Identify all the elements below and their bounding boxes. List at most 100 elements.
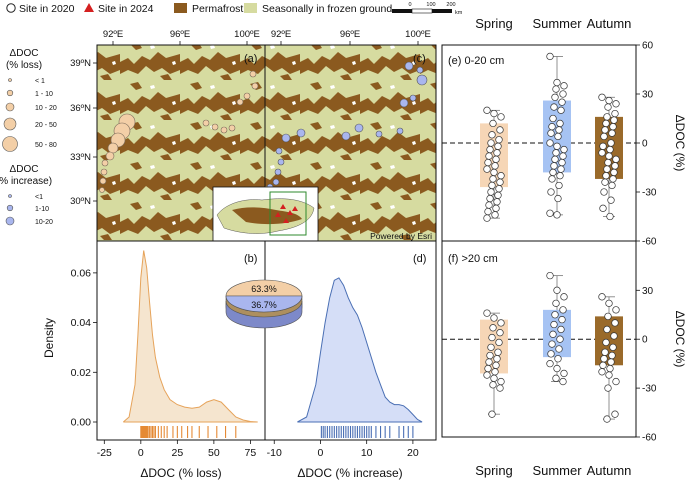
data-point <box>609 343 617 352</box>
data-point <box>559 152 567 160</box>
data-point <box>546 209 554 217</box>
density-d-x-tick-label: 0 <box>318 447 324 459</box>
data-point <box>485 201 493 209</box>
data-point <box>608 129 616 137</box>
scale-tick-0: 0 <box>408 2 411 8</box>
density-xlabel-b: ΔDOC (% loss) <box>140 466 221 480</box>
data-point <box>554 355 562 363</box>
site-marker <box>416 74 428 86</box>
data-point <box>496 329 504 337</box>
data-point <box>491 162 499 170</box>
box-y-tick-label: -30 <box>642 188 657 199</box>
data-point <box>557 165 565 173</box>
data-point <box>497 172 505 180</box>
panel-label-c: (c) <box>413 53 426 65</box>
data-point <box>598 93 606 101</box>
data-point <box>553 286 561 294</box>
data-point <box>552 85 560 93</box>
site-marker <box>354 123 364 133</box>
data-point <box>488 333 496 342</box>
site-marker <box>220 126 228 134</box>
data-point <box>548 175 556 183</box>
box-e-ylabel: ΔDOC (%) <box>673 115 685 172</box>
data-point <box>546 360 554 368</box>
data-point <box>605 152 613 160</box>
data-point <box>494 191 502 199</box>
data-point <box>491 368 499 376</box>
density-b-x-tick-label: 50 <box>208 447 220 459</box>
loss-item-1: < 1 <box>35 78 45 85</box>
scale-tick-100: 100 <box>426 2 435 8</box>
data-point <box>600 132 608 141</box>
lon-tick-100-c: 100ºE <box>405 29 431 40</box>
data-point <box>555 181 563 190</box>
data-point <box>599 142 607 150</box>
density-panels: -25 0 25 50 75 -10 0 10 20 0.00 0.02 0.04 0.06 Densi… <box>42 240 437 480</box>
lat-tick-33: 33ºN <box>70 152 91 163</box>
data-point <box>496 126 504 134</box>
data-point <box>550 320 558 329</box>
box-f-ylabel: ΔDOC (%) <box>673 311 685 368</box>
data-point <box>549 330 557 338</box>
data-point <box>601 348 609 356</box>
site-marker <box>396 127 404 135</box>
density-y-tick-label: 0.00 <box>71 417 92 429</box>
permafrost-label: Permafrost <box>192 3 243 15</box>
box-y-tick-label: -30 <box>642 384 657 395</box>
data-point <box>600 188 608 196</box>
data-point <box>552 149 560 157</box>
pie-side-increase <box>225 300 303 329</box>
data-point <box>558 315 566 324</box>
data-point <box>559 377 567 386</box>
loss-item-5: 50 - 80 <box>35 142 57 149</box>
data-point <box>487 188 495 196</box>
site-marker <box>100 168 108 176</box>
boxplot-f: -60 -30 0 30 <box>442 271 657 444</box>
data-point <box>598 368 606 376</box>
panel-label-b: (b) <box>244 253 257 265</box>
data-point <box>487 139 495 147</box>
site-marker <box>275 147 283 155</box>
density-axes: -25 0 25 50 75 -10 0 10 20 0.00 0.02 0.04 0.06 <box>71 267 419 459</box>
data-point <box>605 299 613 307</box>
scale-tick-200: 200 <box>446 2 455 8</box>
site-2024-label: Site in 2024 <box>98 3 154 15</box>
data-point <box>607 196 615 204</box>
data-point <box>599 204 607 212</box>
data-point <box>556 335 564 343</box>
rug-increase <box>320 426 414 438</box>
inc-size-3 <box>5 216 15 226</box>
data-point <box>495 185 503 193</box>
data-point <box>488 131 496 139</box>
lon-tick-92-c: 92ºE <box>271 29 291 40</box>
data-point <box>555 345 563 353</box>
data-point <box>560 82 568 90</box>
data-point <box>603 325 611 334</box>
site-marker <box>211 123 219 131</box>
data-point <box>493 198 501 206</box>
data-point <box>603 165 611 173</box>
data-point <box>550 103 558 111</box>
data-point <box>553 364 561 373</box>
data-point <box>603 113 611 121</box>
data-point <box>493 149 501 157</box>
data-point <box>553 211 561 219</box>
data-point <box>611 162 619 170</box>
data-point <box>606 145 614 154</box>
site-2020-marker <box>6 3 16 13</box>
data-point <box>495 136 503 144</box>
data-point <box>494 142 502 150</box>
permafrost-swatch <box>174 3 187 13</box>
pie-slice-increase <box>225 295 303 313</box>
data-point <box>554 132 562 141</box>
data-point <box>551 311 559 319</box>
inc-legend-title-2: (% increase) <box>0 176 52 187</box>
inc-item-1: <1 <box>35 194 43 201</box>
loss-item-3: 10 - 20 <box>35 105 57 112</box>
density-b-x-tick-label: 0 <box>138 447 144 459</box>
site-marker <box>416 66 424 74</box>
data-point <box>497 377 505 386</box>
data-point <box>489 119 497 128</box>
data-point <box>603 415 611 423</box>
density-y-tick-label: 0.02 <box>71 367 92 379</box>
